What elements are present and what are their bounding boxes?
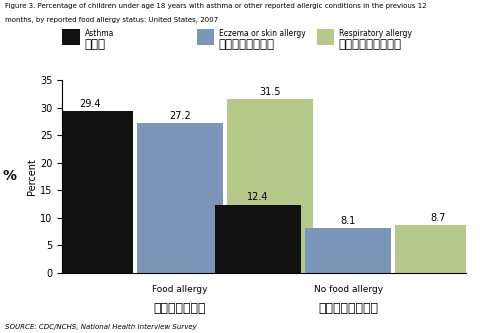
Bar	[137, 123, 223, 273]
Text: 29.4: 29.4	[79, 99, 100, 109]
Text: %: %	[2, 169, 16, 183]
Bar	[395, 225, 480, 273]
Text: 非食物アレルギー: 非食物アレルギー	[318, 302, 378, 315]
Y-axis label: Percent: Percent	[27, 158, 37, 195]
Text: Figure 3. Percentage of children under age 18 years with asthma or other reporte: Figure 3. Percentage of children under a…	[5, 3, 426, 9]
Bar	[215, 205, 301, 273]
Text: 27.2: 27.2	[169, 111, 191, 121]
Bar	[317, 29, 334, 45]
Text: ぜん息: ぜん息	[84, 38, 106, 51]
Text: 食物アレルギー: 食物アレルギー	[154, 302, 206, 315]
Text: アトピー性皮膚炎: アトピー性皮膚炎	[219, 38, 275, 51]
Text: Respiratory allergy: Respiratory allergy	[339, 29, 412, 38]
Bar	[197, 29, 214, 45]
Text: months, by reported food allergy status: United States, 2007: months, by reported food allergy status:…	[5, 17, 218, 23]
Text: 31.5: 31.5	[259, 87, 281, 97]
Text: 8.7: 8.7	[431, 213, 446, 223]
Text: Eczema or skin allergy: Eczema or skin allergy	[219, 29, 306, 38]
Text: 12.4: 12.4	[247, 192, 269, 202]
Text: Asthma: Asthma	[84, 29, 114, 38]
Text: No food allergy: No food allergy	[313, 285, 383, 294]
Text: SOURCE: CDC/NCHS, National Health Interview Survey: SOURCE: CDC/NCHS, National Health Interv…	[5, 324, 196, 330]
Bar	[62, 29, 80, 45]
Text: 8.1: 8.1	[340, 216, 356, 226]
Text: アレルギー性ぜん息: アレルギー性ぜん息	[339, 38, 402, 51]
Text: Food allergy: Food allergy	[152, 285, 207, 294]
Bar	[227, 99, 313, 273]
Bar	[305, 228, 391, 273]
Bar	[47, 111, 133, 273]
